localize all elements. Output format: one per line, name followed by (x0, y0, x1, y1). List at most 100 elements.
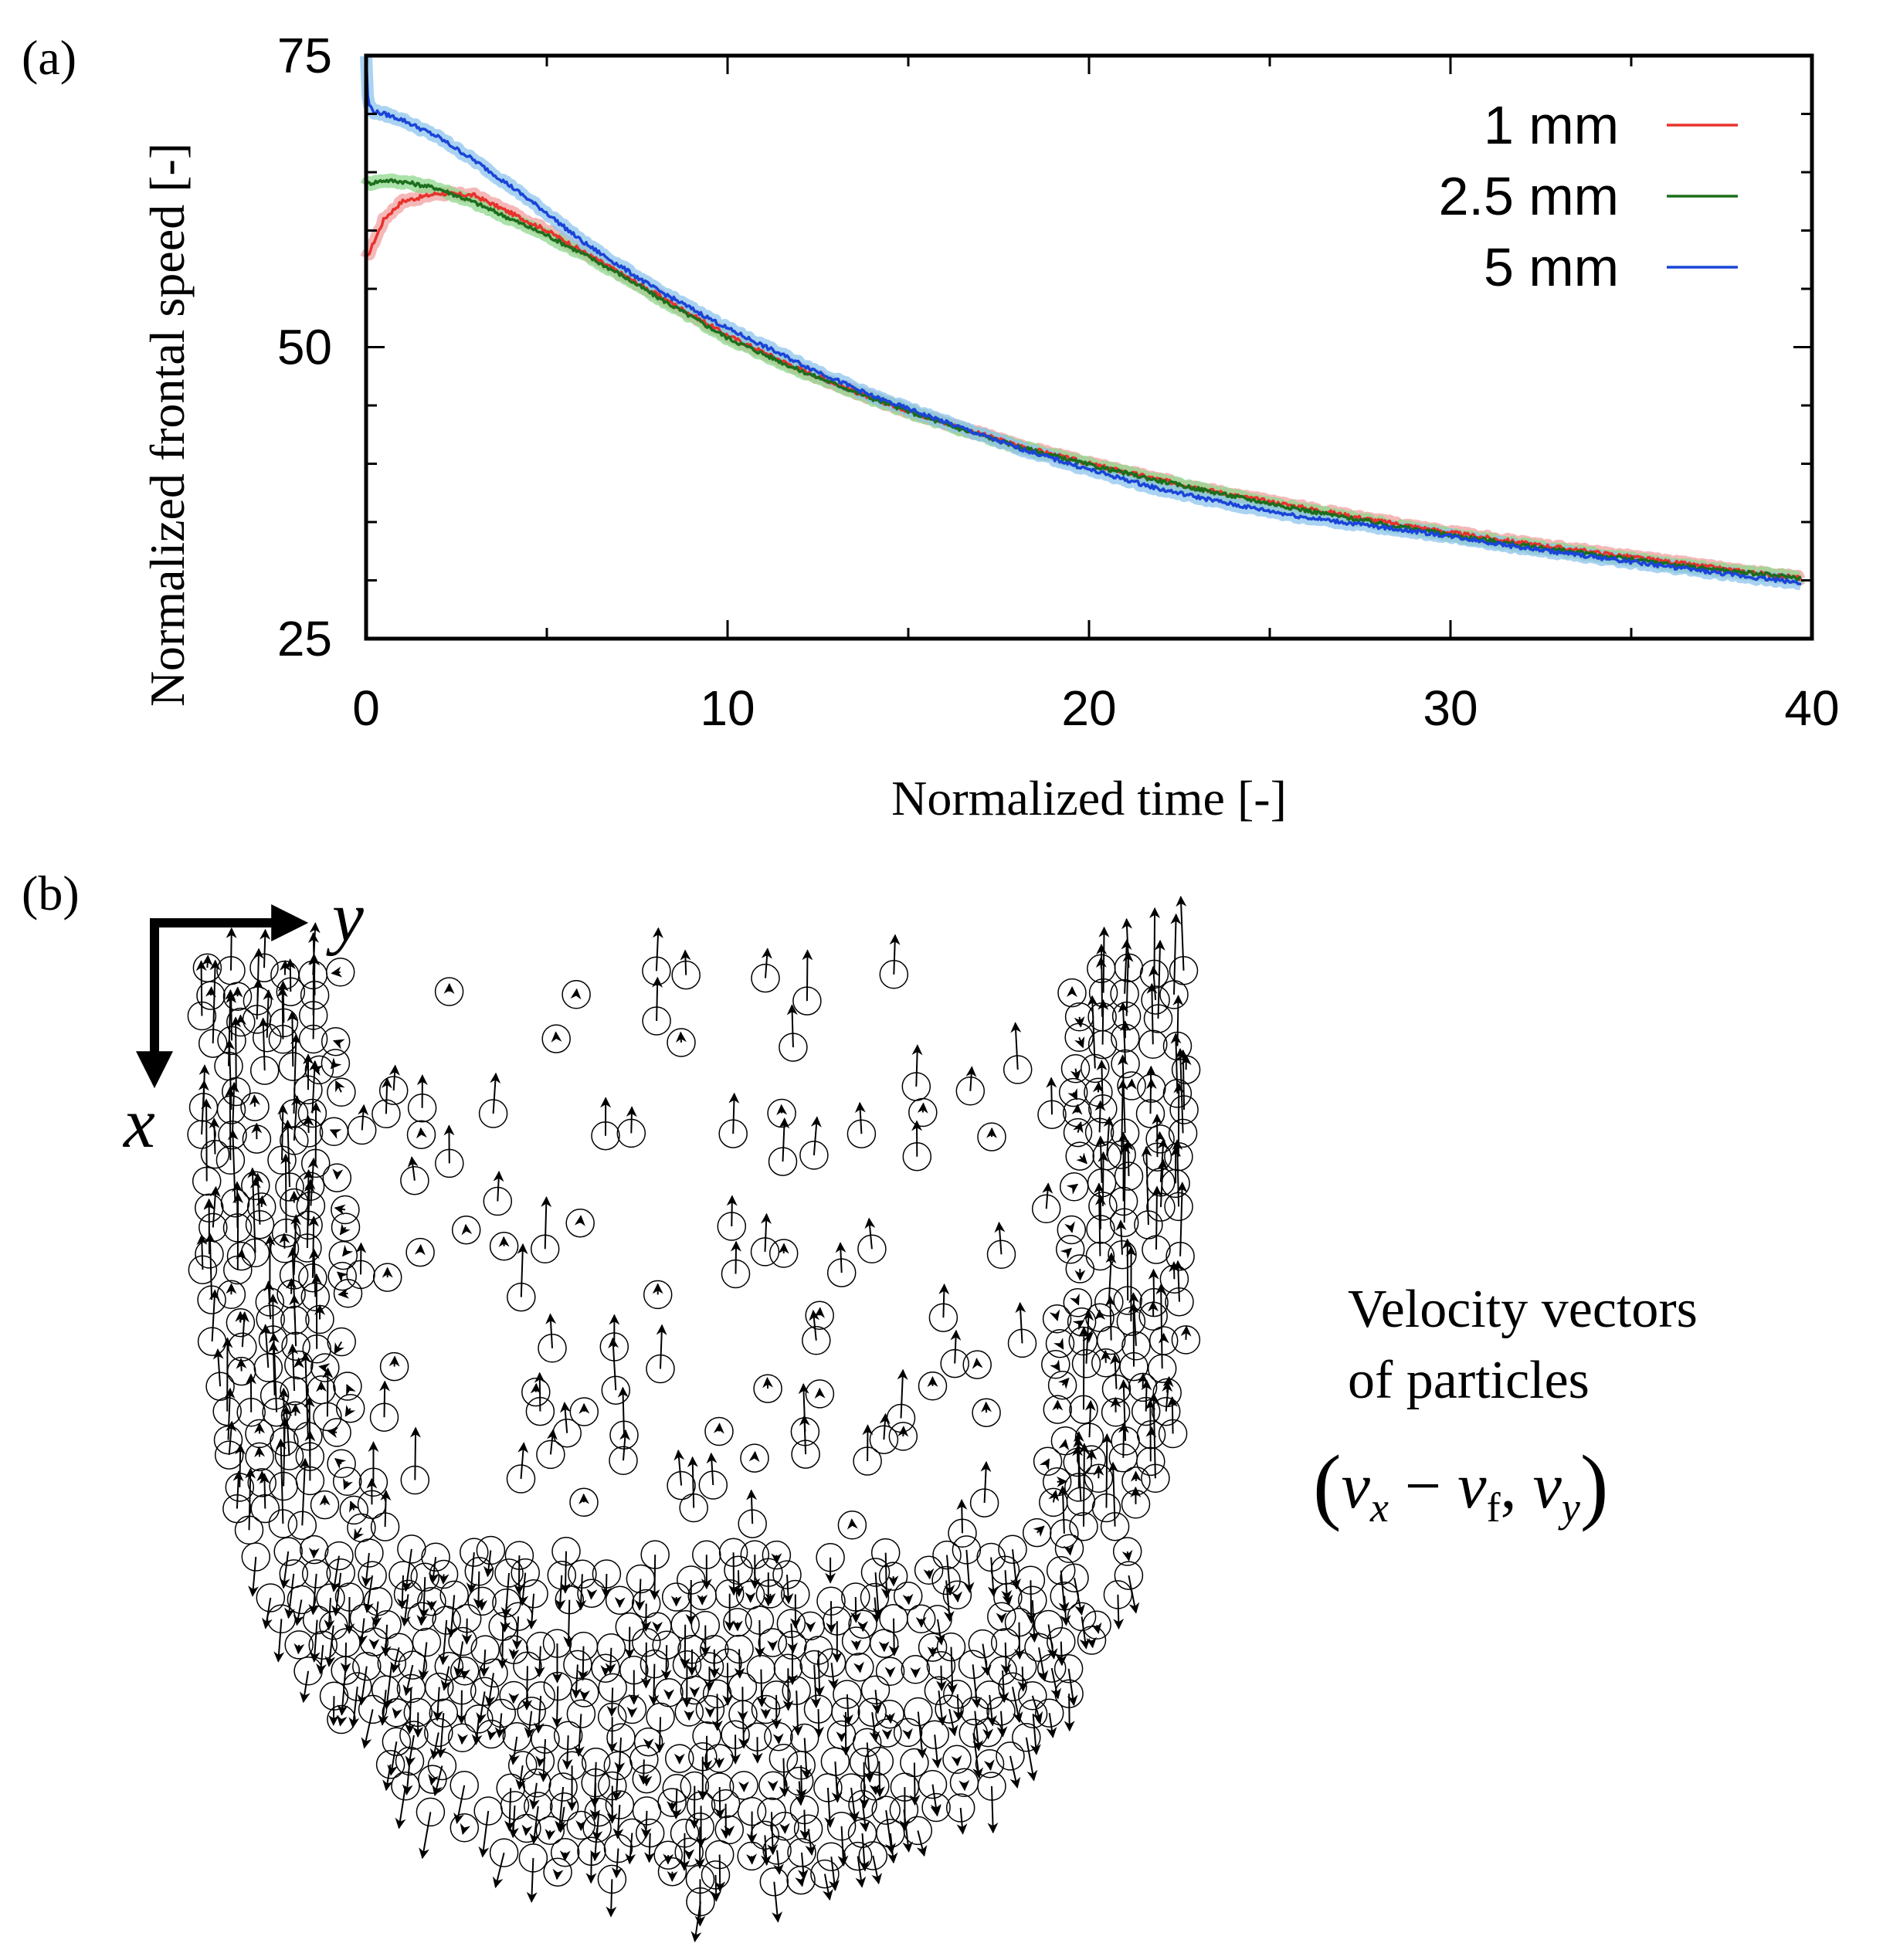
velocity-vector (1066, 1183, 1079, 1195)
particle (786, 1865, 816, 1895)
velocity-vector (202, 955, 213, 968)
velocity-vector (418, 1577, 429, 1619)
velocity-vector (1145, 1399, 1156, 1462)
velocity-vector (524, 1711, 535, 1738)
velocity-vector (601, 1573, 612, 1599)
velocity-vector (796, 1765, 807, 1800)
velocity-vector (284, 958, 296, 992)
velocity-vector (756, 1669, 768, 1707)
velocity-vector (1117, 1054, 1128, 1134)
velocity-vector (381, 1077, 392, 1114)
particle (848, 1609, 877, 1639)
formula-vy: v (1532, 1450, 1562, 1522)
velocity-vector (396, 1575, 408, 1609)
velocity-vector (1048, 1490, 1060, 1503)
velocity-vector (935, 1665, 947, 1692)
particle (704, 1416, 734, 1446)
velocity-vector (446, 1595, 457, 1638)
velocity-vector (706, 1452, 718, 1486)
particle (1064, 1022, 1094, 1053)
particle (418, 1765, 447, 1794)
formula-vf-sub: f (1486, 1484, 1501, 1531)
velocity-vector (673, 1449, 685, 1486)
velocity-vector (226, 992, 237, 1041)
velocity-vector (1169, 1261, 1180, 1280)
x-tick-label: 20 (1061, 680, 1116, 736)
velocity-vector (343, 1477, 354, 1490)
particle (302, 1605, 332, 1635)
particle (1047, 1370, 1077, 1400)
particle (451, 1215, 481, 1245)
velocity-vector (1042, 1182, 1053, 1209)
velocity-vector (648, 1663, 660, 1706)
velocity-vector (346, 1384, 356, 1396)
particle (758, 1771, 788, 1800)
velocity-vector (348, 1686, 360, 1728)
velocity-vector (786, 1004, 798, 1048)
particle (582, 1813, 612, 1843)
velocity-vector (909, 1762, 921, 1806)
particle (450, 1813, 480, 1843)
particle (764, 1721, 793, 1751)
y-axis-title: Normalized frontal speed [-] (140, 143, 195, 707)
particle (813, 1773, 843, 1802)
velocity-vector (1151, 1185, 1162, 1250)
line-5-mm (365, 56, 1802, 586)
particle (996, 1741, 1025, 1771)
particle (406, 1120, 436, 1149)
velocity-vector (950, 1329, 962, 1364)
velocity-vector (746, 1489, 758, 1524)
velocity-vector (339, 1223, 351, 1236)
velocity-vector (1172, 1139, 1183, 1207)
particle (417, 1586, 446, 1616)
particle (301, 1559, 331, 1589)
particle (1041, 1350, 1070, 1379)
velocity-vector (530, 1382, 541, 1395)
velocity-vector (586, 1589, 598, 1600)
particle (447, 1723, 477, 1753)
velocity-vector (617, 1386, 629, 1436)
velocity-vector (438, 1573, 450, 1585)
velocity-vector (1118, 1002, 1129, 1064)
velocity-vector (1096, 944, 1108, 1017)
velocity-vector (1172, 1260, 1184, 1302)
velocity-vector (799, 1415, 810, 1455)
particle (1055, 1235, 1085, 1264)
particle (667, 1028, 696, 1057)
velocity-vector (402, 1664, 414, 1697)
particle (287, 1585, 317, 1615)
velocity-vector (1072, 1320, 1085, 1331)
velocity-vector (983, 1759, 995, 1771)
velocity-vector (574, 1215, 585, 1226)
velocity-vector (1098, 999, 1109, 1045)
velocity-vector (390, 1647, 401, 1673)
particle (657, 1857, 687, 1887)
particle (511, 1558, 540, 1588)
particle (1024, 1633, 1053, 1663)
particle (241, 1171, 270, 1201)
velocity-vector (279, 1551, 290, 1589)
velocity-vector (509, 1736, 520, 1765)
velocity-vector (402, 1761, 413, 1796)
particle (1018, 1699, 1048, 1729)
particle (467, 1586, 497, 1616)
velocity-vector (280, 1153, 291, 1233)
legend-label: 2.5 mm (1439, 166, 1619, 226)
velocity-vector (556, 1806, 568, 1833)
particle (321, 1049, 351, 1078)
line-2-5-mm (365, 178, 1802, 582)
velocity-vector (224, 1039, 236, 1111)
particle (424, 1672, 454, 1702)
velocity-vector (1145, 1065, 1157, 1114)
particle (393, 1579, 423, 1609)
velocity-vector (247, 1167, 259, 1253)
particle (729, 1771, 758, 1800)
particle (304, 1055, 334, 1085)
velocity-vector (951, 1755, 962, 1767)
velocity-vector (212, 1348, 224, 1387)
velocity-vector (236, 1358, 247, 1372)
velocity-vector (357, 1666, 368, 1706)
particle (246, 1192, 277, 1222)
velocity-vector (1177, 1049, 1189, 1111)
velocity-vector (357, 1618, 368, 1646)
